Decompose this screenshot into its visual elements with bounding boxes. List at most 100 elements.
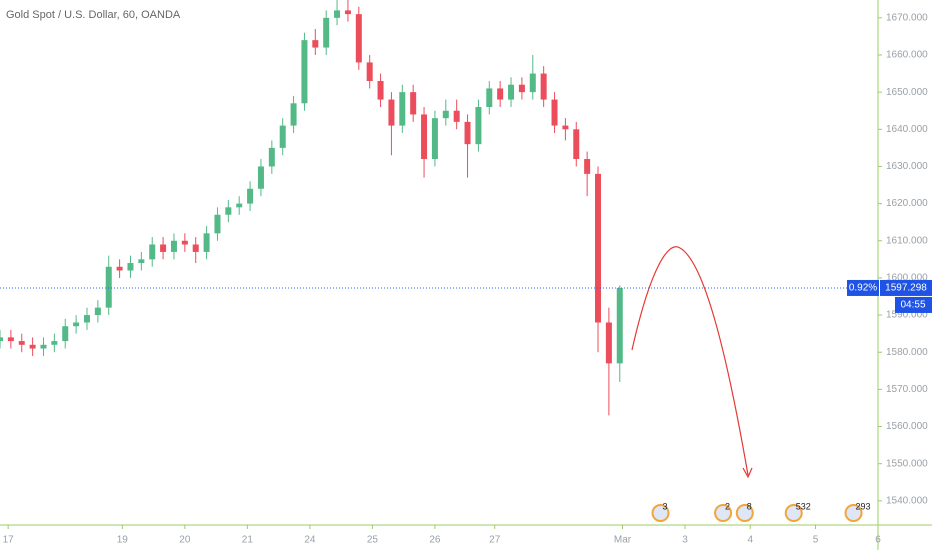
candle-body bbox=[497, 88, 504, 100]
candle-body bbox=[236, 203, 243, 208]
candle-body bbox=[138, 259, 145, 264]
event-label: 532 bbox=[796, 501, 811, 511]
event-label: 293 bbox=[856, 501, 871, 511]
candle-body bbox=[29, 344, 36, 349]
y-tick-label: 1550.000 bbox=[886, 458, 928, 469]
x-tick-label: 19 bbox=[117, 535, 129, 546]
x-tick-label: 26 bbox=[429, 535, 441, 546]
candle-body bbox=[0, 337, 3, 342]
event-label: 2 bbox=[725, 501, 730, 511]
countdown-badge bbox=[895, 296, 932, 313]
candle-body bbox=[421, 114, 428, 160]
candle-body bbox=[290, 103, 297, 126]
event-icon bbox=[714, 504, 733, 522]
candle-body bbox=[225, 207, 232, 215]
candle-body bbox=[355, 14, 362, 63]
y-tick-label: 1560.000 bbox=[886, 421, 928, 432]
x-tick-label: 21 bbox=[242, 535, 254, 546]
candle-body bbox=[268, 147, 275, 167]
candle-body bbox=[551, 99, 558, 126]
candle-body bbox=[584, 159, 591, 174]
candle-body bbox=[247, 188, 254, 204]
candle-body bbox=[616, 287, 623, 364]
candle-body bbox=[203, 233, 210, 252]
candle-body bbox=[344, 10, 351, 15]
candle-body bbox=[40, 344, 47, 349]
projection-arc bbox=[631, 246, 749, 476]
candle-body bbox=[160, 244, 167, 252]
candle-body bbox=[464, 121, 471, 145]
x-tick-label: Mar bbox=[614, 535, 632, 546]
candle-body bbox=[595, 173, 602, 323]
event-label: 3 bbox=[663, 501, 668, 511]
candle-body bbox=[312, 40, 319, 48]
candle-body bbox=[214, 214, 221, 234]
candle-body bbox=[279, 125, 286, 148]
y-tick-label: 1640.000 bbox=[886, 124, 928, 135]
candle-body bbox=[127, 263, 134, 271]
candle-body bbox=[366, 62, 373, 81]
candle-body bbox=[399, 92, 406, 126]
candle-body bbox=[257, 166, 264, 189]
candle-body bbox=[529, 73, 536, 93]
plot-area bbox=[0, 0, 623, 416]
y-tick-label: 1660.000 bbox=[886, 50, 928, 61]
candle-body bbox=[62, 326, 69, 342]
event-icon bbox=[844, 504, 863, 522]
candle-body bbox=[540, 73, 547, 100]
chart-title: Gold Spot / U.S. Dollar, 60, OANDA bbox=[6, 9, 181, 21]
last-price-label: 1597.298 bbox=[885, 283, 927, 294]
change-label: 0.92% bbox=[849, 283, 877, 294]
y-tick-label: 1610.000 bbox=[886, 235, 928, 246]
countdown-label: 04:55 bbox=[900, 300, 925, 311]
candle-body bbox=[573, 129, 580, 160]
y-tick-label: 1670.000 bbox=[886, 12, 928, 23]
price-badge bbox=[880, 279, 932, 296]
y-tick-label: 1630.000 bbox=[886, 161, 928, 172]
event-icon bbox=[784, 504, 803, 522]
y-tick-label: 1600.000 bbox=[886, 273, 928, 284]
y-tick-label: 1620.000 bbox=[886, 198, 928, 209]
x-tick-label: 6 bbox=[875, 535, 881, 546]
candle-body bbox=[605, 322, 612, 364]
event-icon bbox=[735, 504, 754, 522]
candle-body bbox=[431, 118, 438, 160]
y-tick-label: 1570.000 bbox=[886, 384, 928, 395]
candle-body bbox=[116, 266, 123, 271]
candle-body bbox=[51, 341, 58, 345]
candle-body bbox=[377, 80, 384, 100]
y-tick-label: 1650.000 bbox=[886, 87, 928, 98]
y-tick-label: 1540.000 bbox=[886, 495, 928, 506]
x-tick-label: 5 bbox=[813, 535, 819, 546]
candle-body bbox=[508, 84, 515, 100]
candle-body bbox=[192, 244, 199, 252]
candle-body bbox=[453, 110, 460, 122]
candle-body bbox=[18, 341, 25, 345]
candle-body bbox=[475, 107, 482, 145]
x-tick-label: 24 bbox=[304, 535, 316, 546]
x-tick-label: 27 bbox=[489, 535, 501, 546]
candle-body bbox=[562, 125, 569, 130]
event-label: 8 bbox=[747, 501, 752, 511]
x-tick-label: 4 bbox=[747, 535, 753, 546]
candle-body bbox=[83, 315, 90, 323]
candle-body bbox=[94, 307, 101, 316]
x-tick-label: 25 bbox=[367, 535, 379, 546]
candle-body bbox=[7, 337, 14, 342]
candle-body bbox=[170, 240, 177, 252]
candle-body bbox=[301, 40, 308, 104]
y-tick-label: 1580.000 bbox=[886, 347, 928, 358]
candle-body bbox=[442, 110, 449, 119]
x-tick-label: 17 bbox=[3, 535, 15, 546]
projection-arrowhead bbox=[742, 467, 753, 479]
candle-body bbox=[486, 88, 493, 108]
candle-body bbox=[518, 84, 525, 93]
candle-body bbox=[323, 17, 330, 48]
candle-body bbox=[105, 266, 112, 308]
candle-body bbox=[149, 244, 156, 260]
candle-body bbox=[410, 92, 417, 115]
candle-body bbox=[181, 240, 188, 245]
x-tick-label: 20 bbox=[179, 535, 191, 546]
